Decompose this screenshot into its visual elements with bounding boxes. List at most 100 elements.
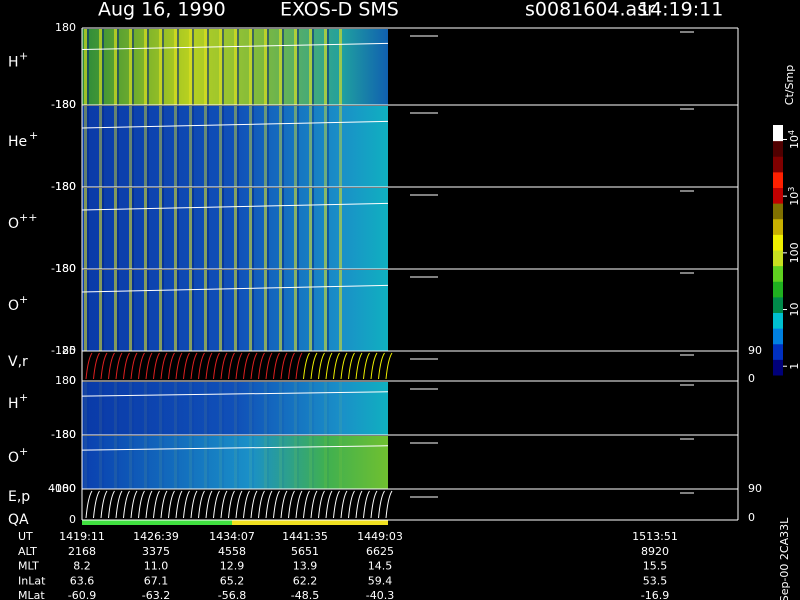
table-cell: 1449:03	[357, 530, 403, 543]
y-tick-label: 180	[55, 98, 76, 111]
panel-label-superscript: +	[19, 50, 28, 63]
y-tick-label: -180	[51, 180, 76, 193]
trace-wave	[258, 352, 265, 380]
trace-wave	[130, 490, 138, 519]
trace-wave	[303, 352, 310, 380]
trace-wave	[85, 490, 93, 519]
trace-wave	[318, 490, 325, 519]
spectrogram-stripes	[82, 106, 342, 187]
row-label: MLT	[18, 560, 39, 573]
panel-label-superscript: ++	[19, 211, 37, 224]
spectrogram-stripes	[82, 436, 342, 489]
y-tick-label: -180	[51, 482, 76, 495]
trace-wave	[108, 352, 115, 380]
trace-wave	[370, 352, 378, 380]
y2-tick-label: 0	[748, 511, 755, 524]
trace-wave	[273, 352, 280, 380]
trace-wave	[145, 490, 153, 519]
trace-wave	[123, 352, 130, 380]
trace-wave	[325, 490, 333, 519]
panel-label: He	[8, 134, 27, 150]
trace-wave	[220, 490, 228, 519]
trace-wave	[198, 490, 205, 519]
table-cell: 6625	[366, 545, 394, 558]
colorbar-segment	[773, 328, 783, 345]
table-cell: 62.2	[293, 574, 318, 587]
colorbar-unit: Ct/Smp	[783, 65, 796, 105]
trace-wave	[385, 490, 393, 519]
panel-label: E,p	[8, 489, 30, 505]
table-cell: -40.3	[366, 589, 394, 600]
table-cell: 8920	[641, 545, 669, 558]
table-cell: 2168	[68, 545, 96, 558]
trace-wave	[175, 352, 183, 380]
trace-wave	[243, 490, 250, 519]
y-tick-label: 180	[55, 262, 76, 275]
trace-wave	[265, 490, 273, 519]
colorbar-segment	[773, 187, 783, 204]
trace-wave	[168, 490, 175, 519]
trace-wave	[363, 490, 370, 519]
table-cell: 12.9	[220, 560, 245, 573]
trace-wave	[378, 352, 385, 380]
table-cell: 53.5	[643, 574, 668, 587]
y-tick-label: -180	[51, 428, 76, 441]
table-cell: 5651	[291, 545, 319, 558]
colorbar-segment	[773, 312, 783, 329]
colorbar-tick-label: 100	[788, 242, 800, 263]
y-tick-label: 25	[62, 344, 76, 357]
colorbar-tick-superscript: 3	[787, 187, 796, 192]
trace-wave	[363, 352, 370, 380]
trace-wave	[190, 352, 198, 380]
table-cell: -16.9	[641, 589, 669, 600]
trace-wave	[310, 490, 318, 519]
trace-wave	[303, 490, 310, 519]
footer-code: Sep-00 2CA33L	[778, 517, 791, 600]
colorbar-tick-label: 104	[787, 130, 800, 149]
trace-wave	[213, 490, 220, 519]
trace-line	[81, 391, 389, 397]
trace-wave	[168, 352, 175, 380]
trace-wave	[310, 352, 318, 380]
trace-wave	[228, 490, 235, 519]
trace-wave	[348, 490, 355, 519]
panel-label-superscript: +	[29, 129, 38, 142]
y-tick-label: 4000	[48, 482, 76, 495]
trace-wave	[100, 490, 108, 519]
table-cell: 3375	[142, 545, 170, 558]
trace-wave	[123, 490, 130, 519]
trace-wave	[325, 352, 333, 380]
trace-wave	[355, 352, 363, 380]
table-cell: 11.0	[144, 560, 169, 573]
panel-label-superscript: +	[19, 293, 28, 306]
table-cell: 8.2	[73, 560, 91, 573]
colorbar-tick-label: 10	[788, 303, 800, 317]
trace-wave	[220, 352, 228, 380]
table-cell: 65.2	[220, 574, 245, 587]
trace-wave	[333, 490, 340, 519]
trace-wave	[235, 490, 243, 519]
trace-wave	[378, 490, 385, 519]
spectrogram-stripes	[82, 188, 342, 269]
trace-wave	[243, 352, 250, 380]
trace-wave	[205, 490, 213, 519]
y-tick-label: -180	[51, 98, 76, 111]
file-time: 14:19:11	[638, 0, 723, 21]
colorbar-segment	[773, 234, 783, 251]
trace-line	[81, 202, 389, 211]
y-tick-label: -180	[51, 262, 76, 275]
table-cell: -60.9	[68, 589, 96, 600]
trace-wave	[175, 490, 183, 519]
y-tick-label: 0	[69, 513, 76, 526]
y2-tick-label: 90	[748, 482, 762, 495]
trace-wave	[213, 352, 220, 380]
trace-wave	[258, 490, 265, 519]
trace-wave	[228, 352, 235, 380]
table-cell: -56.8	[218, 589, 246, 600]
trace-line	[81, 42, 389, 51]
table-cell: 1426:39	[133, 530, 179, 543]
trace-wave	[280, 352, 288, 380]
colorbar-segment	[773, 250, 783, 267]
colorbar-segment	[773, 125, 783, 142]
panel-label-superscript: +	[19, 445, 28, 458]
